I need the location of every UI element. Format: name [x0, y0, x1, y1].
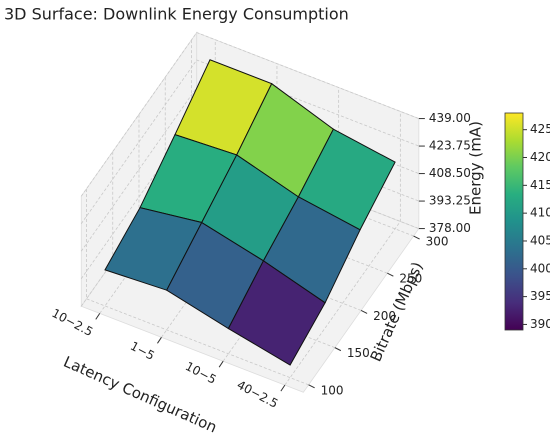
colorbar-tick-label: 390 — [530, 317, 550, 331]
x-tick — [218, 360, 224, 368]
y-tick-label: 300 — [426, 235, 449, 249]
grid-line — [80, 32, 420, 197]
x-tick — [95, 313, 101, 320]
colorbar-tick-label: 415 — [530, 178, 550, 192]
z-tick-label: 378.00 — [429, 221, 471, 235]
surface-face — [227, 260, 326, 366]
x-tick — [157, 337, 162, 344]
x-tick-label: 40−2.5 — [235, 378, 281, 411]
grid-line — [86, 188, 309, 386]
y-tick-label: 250 — [399, 272, 422, 286]
z-tick-label: 408.50 — [429, 166, 471, 180]
z-tick-label: 423.75 — [429, 139, 471, 153]
y-tick — [387, 272, 394, 277]
y-tick — [360, 309, 368, 314]
y-tick — [334, 347, 342, 352]
y-tick-label: 200 — [373, 309, 396, 323]
y-tick-label: 150 — [347, 346, 370, 360]
colorbar-tick-label: 405 — [530, 233, 550, 247]
y-tick — [413, 235, 420, 240]
z-tick-label: 439.00 — [429, 111, 471, 125]
colorbar-tick-label: 420 — [530, 150, 550, 164]
y-tick-label: 100 — [321, 383, 344, 397]
grid-line — [138, 114, 362, 311]
x-tick-label: 10−2.5 — [49, 306, 95, 339]
y-tick — [308, 384, 315, 389]
grid-line — [191, 39, 414, 237]
grid-line — [112, 151, 336, 348]
colorbar-tick-label: 410 — [530, 206, 550, 220]
x-tick-label: 10−5 — [183, 359, 219, 387]
x-tick — [280, 384, 286, 392]
colorbar-tick-label: 400 — [530, 261, 550, 275]
grid-line — [284, 111, 401, 386]
colorbar — [504, 112, 524, 331]
x-tick-label: 1−5 — [128, 339, 157, 363]
colorbar-tick-label: 425 — [530, 122, 550, 136]
grid-line — [80, 59, 420, 224]
grid-line — [164, 77, 388, 274]
z-tick-label: 393.25 — [429, 194, 471, 208]
chart-title: 3D Surface: Downlink Energy Consumption — [4, 5, 349, 24]
z-axis-label: Energy (mA) — [467, 121, 485, 215]
colorbar-tick-label: 395 — [530, 289, 550, 303]
